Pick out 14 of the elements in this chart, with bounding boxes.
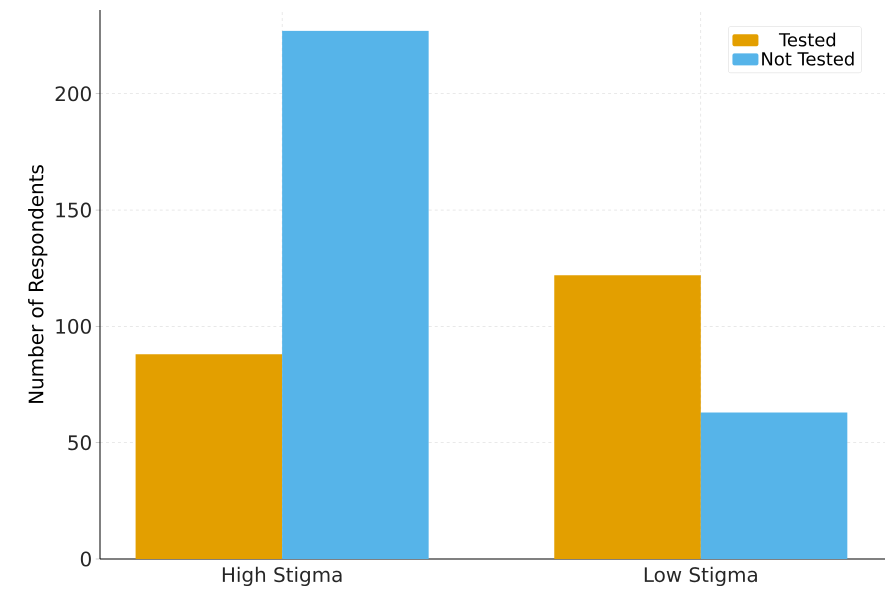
- x-tick-label: Low Stigma: [644, 566, 757, 586]
- bar: [700, 412, 848, 559]
- bar: [136, 354, 282, 559]
- y-tick-label: 150: [56, 202, 91, 218]
- y-tick-label: 50: [68, 435, 91, 450]
- legend-label: Tested: [778, 32, 836, 47]
- y-axis-title: Number of Respondents: [28, 165, 48, 403]
- y-tick-label: 100: [56, 318, 91, 334]
- x-tick-label: High Stigma: [222, 566, 342, 586]
- y-tick-label: 200: [56, 86, 91, 102]
- legend-label: Not Tested: [762, 52, 854, 66]
- bar: [554, 275, 701, 559]
- y-tick-label: 0: [80, 551, 91, 567]
- bar: [282, 30, 429, 559]
